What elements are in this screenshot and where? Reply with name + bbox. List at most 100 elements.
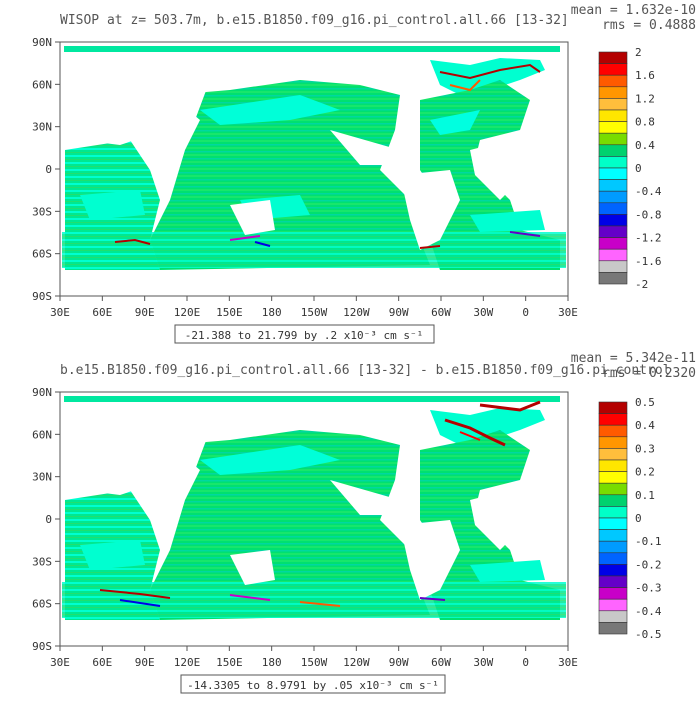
colorbar-label: 0.8 [635, 116, 655, 129]
colorbar-swatch [598, 424, 628, 438]
y-axis: 90N 60N 30N 0 30S 60S 90S [32, 386, 60, 653]
x-tick-label: 150E [216, 306, 243, 319]
x-tick-label: 0 [522, 306, 529, 319]
colorbar-swatch [598, 448, 628, 461]
rms-text: rms = 0.2320 [602, 366, 696, 381]
colorbar-swatch [598, 225, 628, 238]
colorbar: 0.5 0.4 0.3 0.2 0.1 0 -0.1 -0.2 -0.3 -0.4 -0.5 [598, 396, 662, 641]
colorbar-label: -0.1 [635, 535, 662, 548]
colorbar-swatch [598, 260, 628, 273]
panel-title: b.e15.B1850.f09_g16.pi_control.all.66 [1… [60, 363, 670, 378]
x-tick-label: 0 [522, 656, 529, 669]
colorbar-label: 1.6 [635, 69, 655, 82]
panel-title: WISOP at z= 503.7m, b.e15.B1850.f09_g16.… [60, 13, 569, 28]
panel-2: b.e15.B1850.f09_g16.pi_control.all.66 [1… [32, 351, 696, 694]
mean-text: mean = 5.342e-11 [571, 351, 696, 366]
x-tick-label: 150E [216, 656, 243, 669]
colorbar-swatch [598, 98, 628, 111]
y-tick-label: 90S [32, 290, 52, 303]
x-tick-label: 120W [343, 656, 370, 669]
x-axis: 30E 60E 90E 120E 150E 180 150W 120W 90W 60W 30W 0 30… [50, 296, 578, 319]
colorbar-swatch [598, 51, 628, 64]
colorbar-swatch [598, 121, 628, 134]
y-tick-label: 0 [45, 513, 52, 526]
y-tick-label: 60N [32, 78, 52, 91]
colorbar-label: 0.4 [635, 419, 655, 432]
colorbar-swatch [598, 471, 628, 484]
colorbar-swatch [598, 506, 628, 519]
colorbar-swatch [598, 190, 628, 204]
colorbar-swatch [598, 517, 628, 530]
colorbar-label: -0.3 [635, 582, 662, 595]
x-tick-label: 30E [558, 306, 578, 319]
colorbar-swatch [598, 202, 628, 215]
range-box [180, 674, 446, 694]
x-tick-label: 180 [262, 306, 282, 319]
colorbar-label: 0 [635, 162, 642, 175]
colorbar-swatch [598, 179, 628, 192]
colorbar-swatch [598, 272, 628, 285]
x-tick-label: 90W [389, 656, 409, 669]
y-tick-label: 30S [32, 205, 52, 218]
colorbar-label: -1.2 [635, 232, 662, 245]
colorbar-swatch [598, 132, 628, 146]
y-tick-label: 60S [32, 248, 52, 261]
anomaly-marks [114, 63, 541, 249]
x-tick-label: 120W [343, 306, 370, 319]
x-tick-label: 60E [92, 656, 112, 669]
colorbar-label: 2 [635, 46, 642, 59]
y-tick-label: 30S [32, 555, 52, 568]
colorbar-label: 0 [635, 512, 642, 525]
colorbar-label: 0.5 [635, 396, 655, 409]
colorbar-label: 0.4 [635, 139, 655, 152]
colorbar-label: -0.4 [635, 605, 662, 618]
colorbar-swatch [598, 529, 628, 542]
x-tick-label: 120E [174, 306, 201, 319]
colorbar-swatch [598, 401, 628, 414]
colorbar-swatch [598, 587, 628, 600]
colorbar-swatch [598, 214, 628, 227]
colorbar-swatch [598, 598, 628, 612]
colorbar-swatch [598, 552, 628, 565]
x-tick-label: 30W [473, 306, 493, 319]
colorbar-swatch [598, 622, 628, 635]
ocean-field [62, 396, 566, 620]
colorbar-swatch [598, 436, 628, 449]
mean-text: mean = 1.632e-10 [571, 3, 696, 18]
x-tick-label: 60W [431, 656, 451, 669]
x-tick-label: 150W [301, 306, 328, 319]
x-tick-label: 60E [92, 306, 112, 319]
colorbar-label: -1.6 [635, 255, 662, 268]
colorbar-swatch [598, 459, 628, 472]
x-tick-label: 180 [262, 656, 282, 669]
x-tick-label: 150W [301, 656, 328, 669]
colorbar-swatch [598, 144, 628, 157]
x-tick-label: 120E [174, 656, 201, 669]
colorbar-swatch [598, 564, 628, 577]
anomaly-marks [99, 400, 541, 607]
colorbar-swatch [598, 156, 628, 169]
y-tick-label: 30N [32, 471, 52, 484]
colorbar-label: 0.2 [635, 466, 655, 479]
panel-1: WISOP at z= 503.7m, b.e15.B1850.f09_g16.… [32, 3, 696, 344]
colorbar-swatch [598, 74, 628, 88]
y-axis: 90N 60N 30N 0 30S 60S 90S [32, 36, 60, 303]
colorbar-swatch [598, 109, 628, 122]
colorbar-label: -0.4 [635, 185, 662, 198]
x-axis: 30E 60E 90E 120E 150E 180 150W 120W 90W 60W 30W 0 30… [50, 646, 578, 669]
colorbar-swatch [598, 575, 628, 588]
colorbar-swatch [598, 167, 628, 180]
colorbar-label: -0.5 [635, 628, 662, 641]
x-tick-label: 90E [135, 306, 155, 319]
y-tick-label: 0 [45, 163, 52, 176]
colorbar-swatch [598, 494, 628, 507]
colorbar-swatch [598, 63, 628, 76]
colorbar-label: -2 [635, 278, 648, 291]
range-text: -14.3305 to 8.9791 by .05 x10⁻³ cm s⁻¹ [187, 679, 439, 692]
colorbar-label: 0.3 [635, 442, 655, 455]
colorbar-swatch [598, 610, 628, 623]
colorbar-swatch [598, 540, 628, 554]
colorbar-swatch [598, 86, 628, 99]
y-tick-label: 90S [32, 640, 52, 653]
ocean-field [62, 46, 566, 270]
